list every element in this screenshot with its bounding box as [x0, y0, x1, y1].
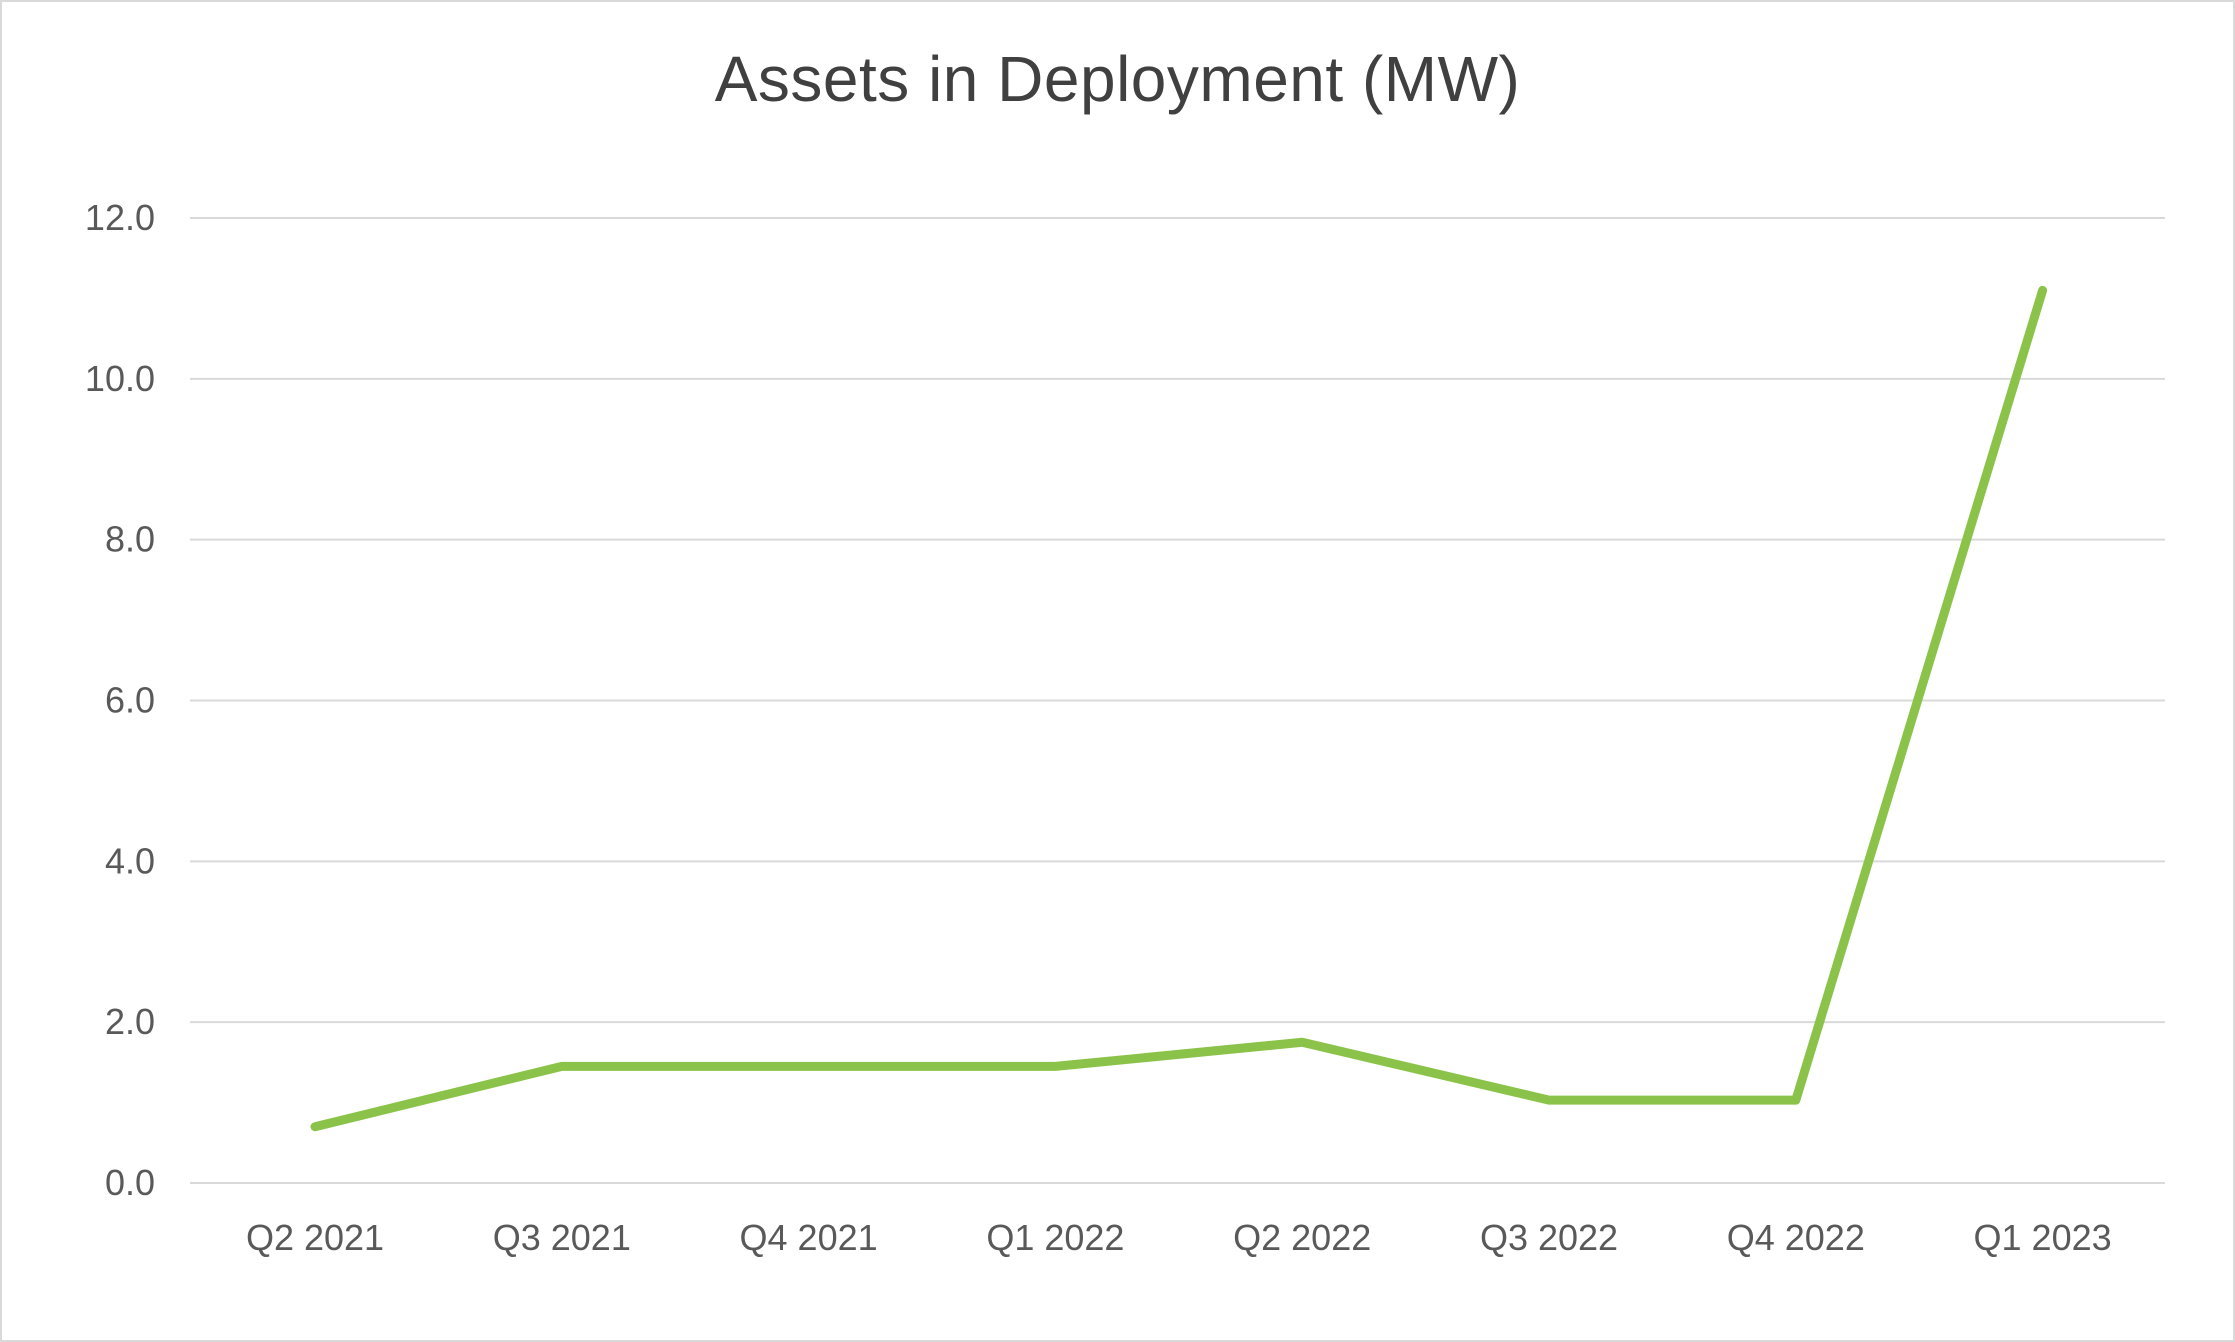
- x-tick-label: Q2 2021: [246, 1217, 384, 1258]
- x-tick-label: Q4 2021: [740, 1217, 878, 1258]
- y-tick-label: 2.0: [105, 1001, 155, 1042]
- y-tick-label: 4.0: [105, 840, 155, 881]
- x-tick-label: Q3 2021: [493, 1217, 631, 1258]
- x-tick-label: Q1 2022: [986, 1217, 1124, 1258]
- series-layer: [310, 285, 2048, 1132]
- x-tick-label: Q2 2022: [1233, 1217, 1371, 1258]
- y-axis-tick-labels: 0.0 2.0 4.0 6.0 8.0 10.0 12.0: [85, 197, 155, 1203]
- y-tick-label: 10.0: [85, 358, 155, 399]
- y-tick-label: 0.0: [105, 1162, 155, 1203]
- series-line: [310, 285, 2048, 1132]
- x-axis-tick-labels: Q2 2021 Q3 2021 Q4 2021 Q1 2022 Q2 2022 Q3 20…: [246, 1217, 2112, 1258]
- x-tick-label: Q4 2022: [1727, 1217, 1865, 1258]
- y-tick-label: 6.0: [105, 680, 155, 721]
- y-tick-label: 8.0: [105, 519, 155, 560]
- x-tick-label: Q1 2023: [1974, 1217, 2112, 1258]
- chart-title: Assets in Deployment (MW): [714, 43, 1521, 115]
- gridlines: [190, 217, 2165, 1184]
- y-tick-label: 12.0: [85, 197, 155, 238]
- x-tick-label: Q3 2022: [1480, 1217, 1618, 1258]
